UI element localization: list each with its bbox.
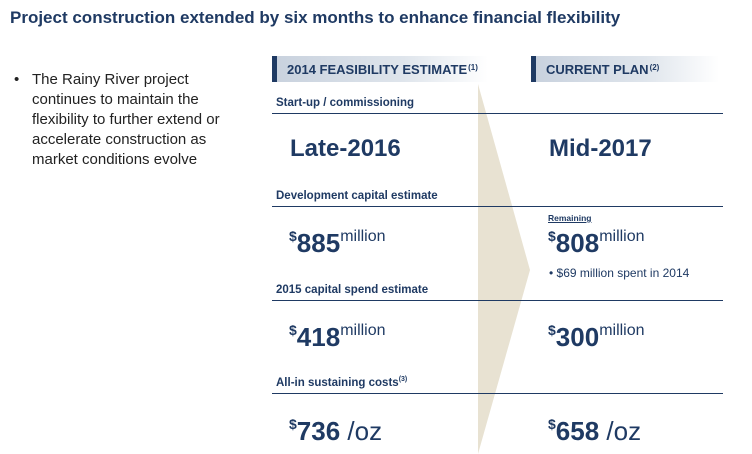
header-current-plan: CURRENT PLAN (2) xyxy=(531,56,719,82)
row-divider xyxy=(272,206,723,207)
header-feasibility-label: 2014 FEASIBILITY ESTIMATE xyxy=(287,61,468,77)
amount: 736 xyxy=(296,416,341,446)
aisc-label-text: All-in sustaining costs xyxy=(276,377,399,389)
unit: /oz xyxy=(599,416,642,446)
bullet-text: The Rainy River project continues to mai… xyxy=(32,71,220,168)
unit: million xyxy=(340,322,386,339)
currency-symbol: $ xyxy=(548,416,556,432)
spend2015-current-value: $300million xyxy=(548,322,645,353)
currency-symbol: $ xyxy=(289,322,297,338)
row-label-startup: Start-up / commissioning xyxy=(276,97,415,109)
amount: 418 xyxy=(296,322,341,352)
spend2015-feasibility-value: $418million xyxy=(289,322,386,353)
row-label-development-capital: Development capital estimate xyxy=(276,190,438,202)
header-feasibility-footnote: (1) xyxy=(468,62,478,72)
aisc-footnote: (3) xyxy=(398,376,408,383)
header-current-plan-label: CURRENT PLAN xyxy=(546,61,649,77)
devcap-feasibility-value: $885million xyxy=(289,228,386,259)
startup-feasibility-value: Late-2016 xyxy=(290,135,401,162)
header-feasibility-estimate: 2014 FEASIBILITY ESTIMATE (1) xyxy=(272,56,488,82)
header-current-plan-footnote: (2) xyxy=(649,62,660,72)
amount: 808 xyxy=(555,228,600,258)
unit: million xyxy=(340,228,386,245)
row-label-all-in-sustaining-costs: All-in sustaining costs(3) xyxy=(276,376,408,389)
aisc-current-value: $658 /oz xyxy=(548,416,641,447)
row-label-2015-capital-spend: 2015 capital spend estimate xyxy=(276,284,429,296)
remaining-qualifier: Remaining xyxy=(548,213,592,223)
amount: 300 xyxy=(555,322,600,352)
unit: million xyxy=(599,322,645,339)
aisc-feasibility-value: $736 /oz xyxy=(289,416,382,447)
row-divider xyxy=(272,113,723,114)
currency-symbol: $ xyxy=(548,322,556,338)
currency-symbol: $ xyxy=(289,228,297,244)
arrow-shape xyxy=(478,84,530,454)
bullet-marker: • xyxy=(14,71,20,88)
startup-current-value: Mid-2017 xyxy=(549,135,652,162)
amount: 658 xyxy=(555,416,600,446)
currency-symbol: $ xyxy=(548,228,556,244)
amount: 885 xyxy=(296,228,341,258)
devcap-current-value: $808million xyxy=(548,228,645,259)
bullet-point: • The Rainy River project continues to m… xyxy=(14,70,224,170)
page-title: Project construction extended by six mon… xyxy=(10,8,621,27)
unit: million xyxy=(599,228,645,245)
spent-2014-note: • $69 million spent in 2014 xyxy=(549,266,690,280)
unit: /oz xyxy=(340,416,383,446)
row-divider xyxy=(272,393,723,394)
currency-symbol: $ xyxy=(289,416,297,432)
row-divider xyxy=(272,300,723,301)
